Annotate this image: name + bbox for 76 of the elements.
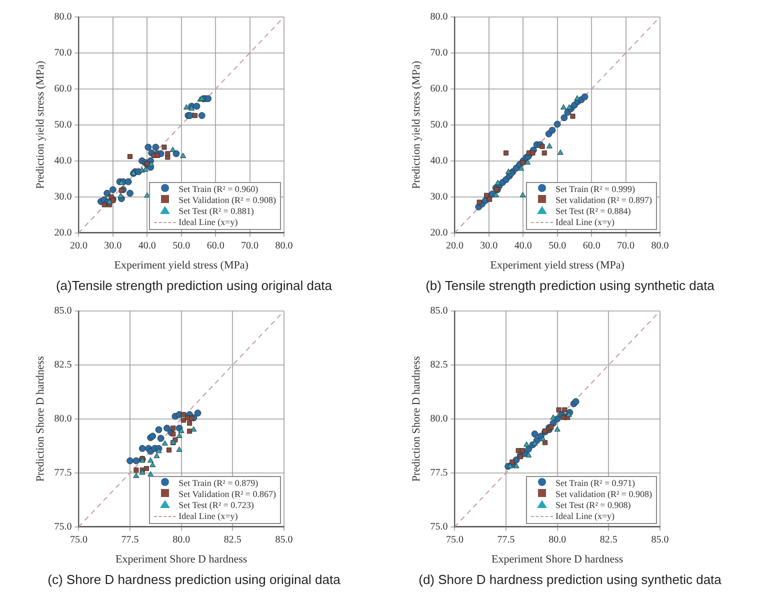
- x-tick-label: 60.0: [582, 240, 600, 252]
- y-tick-label: 50.0: [54, 120, 72, 131]
- legend-label: Ideal Line (x=y): [178, 510, 238, 521]
- x-tick-label: 40.0: [138, 240, 156, 252]
- x-axis-title: Experiment yield stress (MPa): [490, 259, 625, 272]
- x-tick-label: 30.0: [480, 240, 498, 252]
- y-tick-label: 60.0: [54, 84, 72, 95]
- y-tick-label: 40.0: [54, 155, 72, 166]
- x-tick-label: 85.0: [275, 534, 293, 546]
- x-tick-label: 20.0: [446, 240, 464, 252]
- legend-label: Set Test (R² = 0.881): [178, 206, 254, 216]
- legend-label: Set validation (R² = 0.908): [555, 488, 652, 499]
- x-tick-label: 80.0: [275, 240, 293, 252]
- x-axis-title: Experiment Shore D hardness: [492, 553, 624, 566]
- y-axis-title: Prediction yield stress (MPa): [410, 60, 422, 189]
- y-axis-title: Prediction Shore D hardness: [34, 356, 46, 482]
- x-axis-title: Experiment Shore D hardness: [116, 553, 248, 566]
- y-tick-label: 30.0: [430, 191, 448, 202]
- y-tick-label: 80.0: [430, 414, 448, 425]
- legend-label: Set Train (R² = 0.971): [555, 478, 636, 488]
- x-tick-label: 50.0: [172, 240, 190, 252]
- x-tick-label: 75.0: [70, 534, 88, 546]
- text: (d) Shore D hardness prediction using synthetic data: [418, 571, 722, 589]
- y-tick-label: 75.0: [54, 521, 72, 532]
- y-tick-label: 40.0: [430, 155, 448, 166]
- x-tick-label: 40.0: [514, 240, 532, 252]
- x-tick-label: 80.0: [172, 534, 190, 546]
- y-tick-label: 82.5: [430, 360, 448, 371]
- x-tick-label: 30.0: [104, 240, 122, 252]
- y-tick-label: 80.0: [54, 12, 72, 23]
- y-axis-title: Prediction Shore D hardness: [410, 356, 422, 482]
- y-tick-label: 30.0: [54, 191, 72, 202]
- legend-label: Set validation (R² = 0.897): [555, 194, 652, 205]
- x-tick-label: 80.0: [651, 240, 669, 252]
- legend-label: Ideal Line (x=y): [555, 216, 615, 227]
- x-axis-title: Experiment yield stress (MPa): [114, 259, 249, 272]
- legend-label: Set Validation (R² = 0.908): [178, 194, 276, 205]
- x-tick-label: 70.0: [617, 240, 635, 252]
- legend-label: Set Train (R² = 0.999): [555, 184, 636, 194]
- x-tick-label: 70.0: [241, 240, 259, 252]
- x-tick-label: 82.5: [224, 534, 242, 546]
- y-tick-label: 80.0: [430, 12, 448, 23]
- y-tick-label: 20.0: [54, 227, 72, 238]
- legend-label: Set Test (R² = 0.723): [178, 500, 254, 510]
- y-tick-label: 70.0: [54, 48, 72, 59]
- legend-label: Ideal Line (x=y): [178, 216, 238, 227]
- x-tick-label: 85.0: [651, 534, 669, 546]
- x-tick-label: 60.0: [206, 240, 224, 252]
- x-tick-label: 77.5: [121, 534, 139, 546]
- y-tick-label: 75.0: [430, 521, 448, 532]
- y-tick-label: 60.0: [430, 84, 448, 95]
- text: (c) Shore D hardness prediction using original data: [46, 571, 342, 589]
- y-tick-label: 80.0: [54, 414, 72, 425]
- y-tick-label: 20.0: [430, 227, 448, 238]
- y-tick-label: 77.5: [54, 467, 72, 478]
- y-tick-label: 70.0: [430, 48, 448, 59]
- y-tick-label: 85.0: [54, 306, 72, 317]
- text: (a)Tensile strength prediction using original data: [54, 277, 334, 295]
- x-tick-label: 82.5: [600, 534, 618, 546]
- x-tick-label: 20.0: [70, 240, 88, 252]
- legend-label: Set Test (R² = 0.884): [555, 206, 631, 216]
- y-tick-label: 85.0: [430, 306, 448, 317]
- x-tick-label: 80.0: [548, 534, 566, 546]
- legend-label: Ideal Line (x=y): [555, 510, 615, 521]
- y-tick-label: 82.5: [54, 360, 72, 371]
- y-tick-label: 77.5: [430, 467, 448, 478]
- legend-label: Set Validation (R² = 0.867): [178, 488, 276, 499]
- legend-label: Set Test (R² = 0.908): [555, 500, 631, 510]
- x-tick-label: 50.0: [548, 240, 566, 252]
- y-tick-label: 50.0: [430, 120, 448, 131]
- legend-label: Set Train (R² = 0.879): [178, 478, 258, 488]
- x-tick-label: 77.5: [497, 534, 515, 546]
- text: (b) Tensile strength prediction using synthetic data: [424, 277, 716, 295]
- y-axis-title: Prediction yield stress (MPa): [34, 60, 46, 189]
- x-tick-label: 75.0: [446, 534, 464, 546]
- legend-label: Set Train (R² = 0.960): [178, 184, 258, 194]
